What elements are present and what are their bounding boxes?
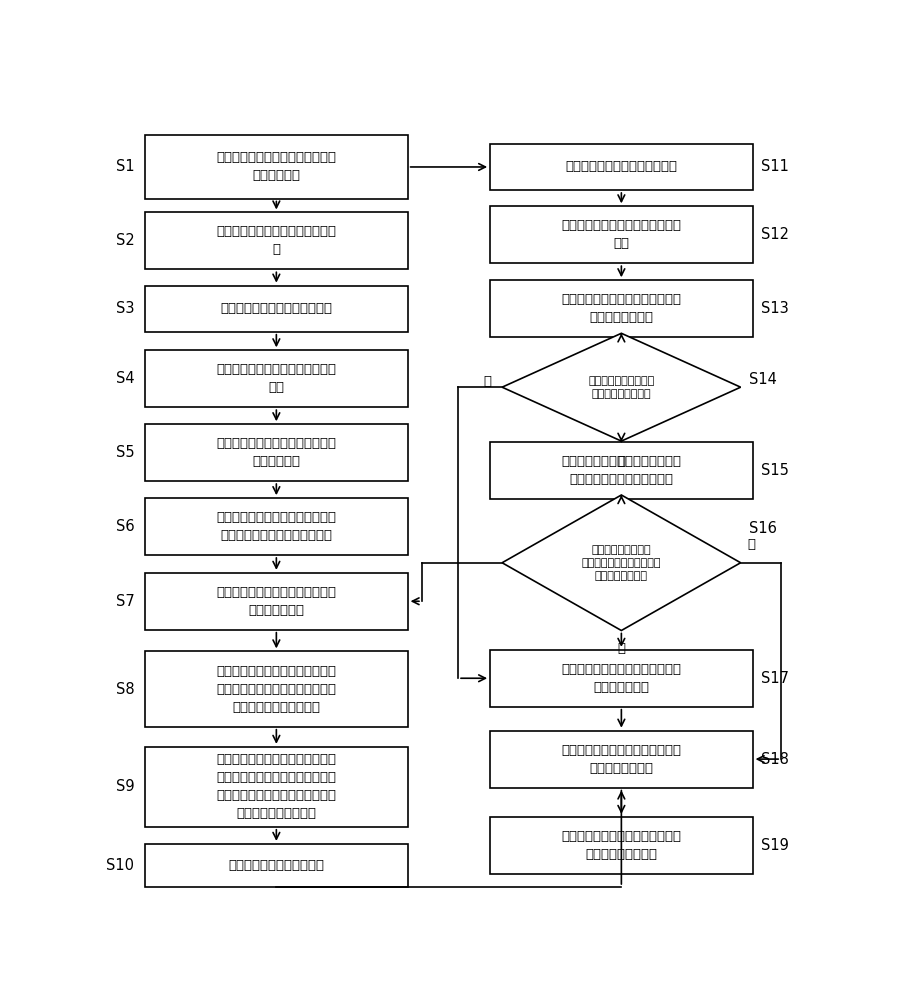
Bar bbox=[490, 650, 753, 707]
Text: S9: S9 bbox=[115, 779, 135, 794]
Bar bbox=[145, 350, 408, 407]
Text: 根据所述关联关系中的发送时间，
对所述关联关系进行整合排序: 根据所述关联关系中的发送时间， 对所述关联关系进行整合排序 bbox=[562, 455, 682, 486]
Text: 否: 否 bbox=[484, 375, 492, 388]
Bar bbox=[145, 498, 408, 555]
Text: 将所述地理位置信息、类型信息、
标识信息、相对位置信息和剩余座
位数发送至所述信息平台: 将所述地理位置信息、类型信息、 标识信息、相对位置信息和剩余座 位数发送至所述信… bbox=[216, 665, 336, 714]
Polygon shape bbox=[502, 495, 741, 631]
Text: 第一移动终端获取地理位置信息: 第一移动终端获取地理位置信息 bbox=[221, 302, 333, 315]
Bar bbox=[490, 817, 753, 874]
Bar bbox=[490, 206, 753, 263]
Text: S1: S1 bbox=[115, 159, 135, 174]
Bar bbox=[145, 844, 408, 887]
Bar bbox=[145, 286, 408, 332]
Bar bbox=[145, 747, 408, 827]
Text: 第一移动终端接收对应所述交通工
具的标识信息: 第一移动终端接收对应所述交通工 具的标识信息 bbox=[216, 437, 336, 468]
Text: S11: S11 bbox=[761, 159, 789, 174]
Text: 第一移动终端在信息平台上进行注
册，得到账号: 第一移动终端在信息平台上进行注 册，得到账号 bbox=[216, 151, 336, 182]
Bar bbox=[490, 731, 753, 788]
Text: S4: S4 bbox=[115, 371, 135, 386]
Text: S8: S8 bbox=[115, 682, 135, 697]
Text: 第一移动终端接收所选择的交通工
具的剩余座位数: 第一移动终端接收所选择的交通工 具的剩余座位数 bbox=[216, 586, 336, 617]
Text: S7: S7 bbox=[115, 594, 135, 609]
Text: 信息平台将所述对应的关联关系发
送至第二移动终端: 信息平台将所述对应的关联关系发 送至第二移动终端 bbox=[562, 744, 682, 775]
Text: S10: S10 bbox=[106, 858, 135, 873]
Text: 根据账号的可信度，对所述关联关
系进行整合排序: 根据账号的可信度，对所述关联关 系进行整合排序 bbox=[562, 663, 682, 694]
Text: 关联关系的发送时间
和相对位置信息一致时，剩
余座位数是否一致: 关联关系的发送时间 和相对位置信息一致时，剩 余座位数是否一致 bbox=[582, 545, 661, 581]
Text: 第一移动终端接收交通工具的类型
信息: 第一移动终端接收交通工具的类型 信息 bbox=[216, 363, 336, 394]
Bar bbox=[145, 135, 408, 199]
Text: S3: S3 bbox=[116, 301, 135, 316]
Text: S15: S15 bbox=[761, 463, 789, 478]
Text: 第二移动终端登录所述信息平台: 第二移动终端登录所述信息平台 bbox=[565, 160, 677, 173]
Text: S13: S13 bbox=[761, 301, 789, 316]
Bar bbox=[145, 212, 408, 269]
Text: 第二移动终端发送查询信息至信息
平台: 第二移动终端发送查询信息至信息 平台 bbox=[562, 219, 682, 250]
Bar bbox=[490, 280, 753, 337]
Text: S18: S18 bbox=[761, 752, 789, 767]
Text: 否: 否 bbox=[617, 642, 626, 655]
Text: S16: S16 bbox=[749, 521, 777, 536]
Text: S2: S2 bbox=[115, 233, 135, 248]
Bar bbox=[490, 144, 753, 190]
Text: 将所述关联关系存入数据库: 将所述关联关系存入数据库 bbox=[228, 859, 324, 872]
Bar bbox=[145, 424, 408, 481]
Text: S14: S14 bbox=[749, 372, 777, 387]
Text: 第二移动终端获取所述对应的关联
关系中的剩余座位数: 第二移动终端获取所述对应的关联 关系中的剩余座位数 bbox=[562, 830, 682, 861]
Text: 是: 是 bbox=[747, 538, 756, 551]
Text: S17: S17 bbox=[761, 671, 790, 686]
Text: S12: S12 bbox=[761, 227, 790, 242]
Text: 对应的关联关系的数量
是否大于预设的阈值: 对应的关联关系的数量 是否大于预设的阈值 bbox=[588, 376, 655, 399]
Text: 信息平台在数据库中进行查询，获
取对应的关联关系: 信息平台在数据库中进行查询，获 取对应的关联关系 bbox=[562, 293, 682, 324]
Polygon shape bbox=[502, 333, 741, 441]
Text: 是: 是 bbox=[617, 455, 626, 468]
Bar bbox=[145, 651, 408, 727]
Bar bbox=[490, 442, 753, 499]
Text: S6: S6 bbox=[115, 519, 135, 534]
Text: 第一移动终端接收第一移动终端相
对所述交通工具的相对位置信息: 第一移动终端接收第一移动终端相 对所述交通工具的相对位置信息 bbox=[216, 511, 336, 542]
Text: 所述信息平台关联所述账号、地理
位置信息、类型信息、标识信息、
相对位置信息、剩余座位数及其发
送时间，得到关联关系: 所述信息平台关联所述账号、地理 位置信息、类型信息、标识信息、 相对位置信息、剩… bbox=[216, 753, 336, 820]
Text: S5: S5 bbox=[115, 445, 135, 460]
Text: 第一移动终端通过账号登录信息平
台: 第一移动终端通过账号登录信息平 台 bbox=[216, 225, 336, 256]
Text: S19: S19 bbox=[761, 838, 789, 853]
Bar bbox=[145, 573, 408, 630]
